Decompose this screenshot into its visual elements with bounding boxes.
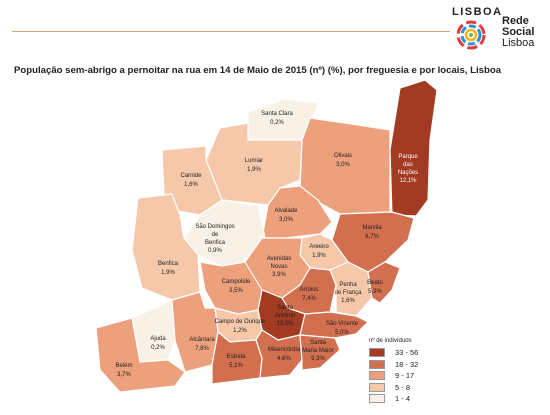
legend-swatch bbox=[369, 371, 385, 381]
map-legend: nº de indivíduos 33 - 56 18 - 32 9 - 17 … bbox=[369, 338, 489, 405]
legend-swatch bbox=[369, 348, 385, 358]
label-benfica: Benfica 1,9% bbox=[158, 261, 179, 276]
logo-word: LISBOA bbox=[452, 6, 503, 18]
rede-social-lisboa-logo: LISBOA Rede Social Lisboa bbox=[452, 2, 548, 56]
label-alcantara: Alcântara 7,8% bbox=[189, 337, 215, 352]
parish-santa-maria-maior bbox=[299, 334, 341, 371]
label-santa-clara: Santa Clara 0,2% bbox=[261, 111, 293, 126]
parish-alcantara bbox=[171, 291, 219, 373]
parish-parque-nacoes bbox=[389, 79, 438, 217]
label-santo-antonio: Santo António 13,0% bbox=[275, 305, 296, 327]
label-areeiro: Areeiro 1,9% bbox=[309, 244, 329, 259]
label-campo-ourique: Campo de Ourique 1,2% bbox=[215, 319, 266, 334]
label-arroios: Arroios 7,4% bbox=[299, 287, 318, 302]
label-belem: Belém 3,7% bbox=[115, 363, 132, 378]
label-sao-vicente: São Vicente 5,0% bbox=[326, 321, 359, 336]
logo-text: Rede Social Lisboa bbox=[502, 16, 534, 49]
label-beato: Beato 5,3% bbox=[367, 280, 383, 295]
parish-penha-franca bbox=[329, 261, 373, 317]
legend-item: 33 - 56 bbox=[369, 347, 489, 359]
label-avenidas-novas: Avenidas Novas 3,9% bbox=[267, 256, 292, 278]
label-parque-nacoes: Parque das Nações 12,1% bbox=[398, 154, 419, 184]
label-lumiar: Lumiar 1,9% bbox=[245, 158, 263, 173]
label-misericordia: Misericórdia 4,6% bbox=[268, 347, 301, 362]
parish-benfica bbox=[131, 193, 201, 301]
label-olivais: Olivais 3,0% bbox=[334, 153, 352, 168]
parish-beato bbox=[367, 261, 401, 304]
legend-label: 5 - 8 bbox=[395, 382, 411, 392]
legend-label: 1 - 4 bbox=[395, 394, 411, 404]
parish-belem bbox=[95, 317, 186, 393]
label-ajuda: Ajuda 0,2% bbox=[150, 336, 166, 351]
legend-item: 1 - 4 bbox=[369, 393, 489, 405]
legend-item: 9 - 17 bbox=[369, 370, 489, 382]
legend-label: 18 - 32 bbox=[395, 359, 419, 369]
label-estrela: Estrela 5,1% bbox=[227, 354, 246, 369]
label-campolide: Campolide 3,5% bbox=[222, 279, 251, 294]
legend-swatch bbox=[369, 394, 385, 404]
legend-title: nº de indivíduos bbox=[369, 338, 412, 344]
legend-swatch bbox=[369, 359, 385, 369]
legend-item: 18 - 32 bbox=[369, 359, 489, 371]
label-santa-maria-maior: Santa Maria Maior 9,3% bbox=[302, 340, 334, 362]
logo-line-social: Social bbox=[502, 26, 535, 38]
legend-label: 33 - 56 bbox=[395, 348, 419, 358]
logo-line-rede: Rede bbox=[502, 15, 529, 27]
label-sao-domingos: São Domingos de Benfica 0,9% bbox=[195, 224, 234, 254]
legend-label: 9 - 17 bbox=[395, 371, 415, 381]
logo-ring-icon bbox=[456, 20, 486, 50]
legend-swatch bbox=[369, 382, 385, 392]
label-carnide: Carnide 1,6% bbox=[180, 173, 202, 188]
label-marvila: Marvila 6,7% bbox=[362, 225, 382, 240]
logo-line-lisboa: Lisboa bbox=[502, 37, 535, 49]
map-title: População sem-abrigo a pernoitar na rua … bbox=[14, 65, 502, 76]
label-alvalade: Alvalade 3,0% bbox=[274, 208, 298, 223]
legend-item: 5 - 8 bbox=[369, 382, 489, 394]
label-penha-franca: Penha de França 1,6% bbox=[334, 282, 362, 304]
header-rule bbox=[12, 31, 450, 32]
parish-labels: Santa Clara 0,2% Lumiar 1,9% Carnide 1,6% O… bbox=[115, 111, 418, 378]
